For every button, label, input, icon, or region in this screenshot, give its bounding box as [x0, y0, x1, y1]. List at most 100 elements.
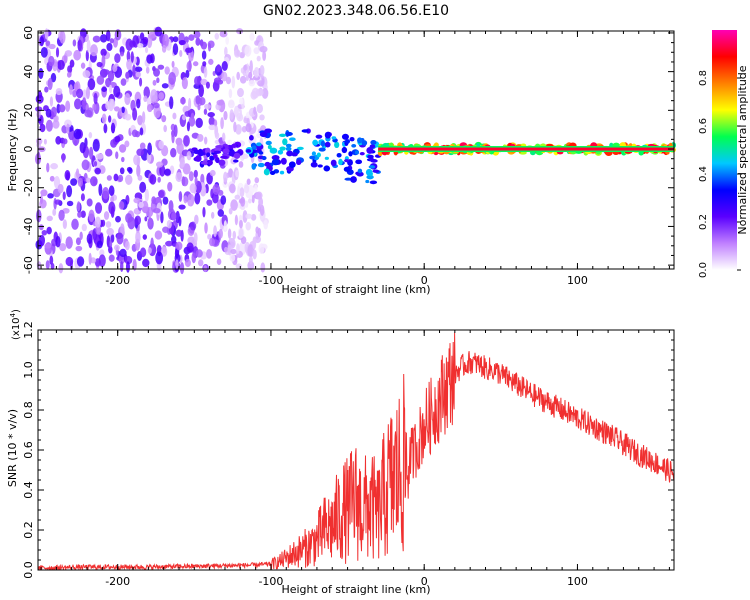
spectrogram-cell: [75, 168, 80, 179]
spectrogram-cell: [176, 142, 184, 155]
spectrogram-cell: [189, 221, 197, 231]
spectrogram-cell: [58, 104, 66, 113]
spectrogram-cell: [344, 159, 350, 163]
colorbar-ticks: 0.0 0.2 0.4 0.6 0.8: [698, 70, 741, 278]
y-tick-label: 0.2: [22, 521, 35, 539]
spectrogram-cell: [185, 47, 193, 53]
spectrogram-cell: [245, 123, 252, 133]
spectrogram-cell: [197, 104, 201, 111]
spectrogram-cell: [267, 144, 272, 150]
spectrogram-cell: [161, 44, 167, 53]
spectrogram-cell: [354, 150, 359, 155]
spectrogram-cell: [39, 123, 46, 133]
spectrogram-cell: [348, 151, 353, 157]
spectrogram-cell: [88, 252, 92, 265]
spectrogram-cell: [137, 115, 143, 126]
spectrogram-cell: [69, 84, 73, 95]
spectrogram-cell: [285, 131, 293, 136]
spectrogram-cell: [183, 195, 188, 204]
spectrogram-cell: [200, 173, 205, 185]
spectrogram-cell: [191, 252, 196, 264]
spectrogram-cell: [213, 150, 222, 154]
spectrogram-cell: [72, 39, 77, 47]
spectrogram-cell: [66, 123, 70, 135]
spectrogram-cell: [64, 50, 73, 57]
spectrogram-cell: [194, 192, 201, 205]
spectrogram-cell: [259, 114, 265, 121]
spectrogram-cell: [160, 211, 164, 224]
spectrogram-x-label: Height of straight line (km): [281, 283, 430, 296]
spectrogram-cell: [336, 152, 342, 158]
spectrogram-cell: [372, 169, 380, 173]
spectrogram-cell: [45, 260, 50, 270]
spectrogram-cell: [251, 163, 256, 170]
spectrogram-cell: [72, 89, 78, 98]
spectrogram-cell: [239, 219, 243, 229]
colorbar-tick-label: 0.0: [698, 262, 709, 278]
y-tick-label: 40: [22, 65, 35, 79]
spectrogram-cell: [142, 258, 150, 268]
spectrogram-cell: [39, 36, 45, 47]
spectrogram-cell: [171, 130, 175, 144]
spectrogram-cell: [146, 54, 153, 64]
spectrogram-cell: [232, 159, 239, 163]
spectrogram-cell: [115, 151, 119, 159]
spectrogram-cell: [38, 234, 46, 247]
spectrogram-cell: [229, 253, 236, 262]
spectrogram-cell: [125, 38, 133, 51]
chart-title: GN02.2023.348.06.56.E10: [263, 3, 449, 19]
spectrogram-cell: [179, 157, 186, 168]
spectrogram-cell: [236, 112, 244, 122]
spectrogram-cell: [369, 180, 378, 185]
spectrogram-cell: [361, 140, 368, 146]
spectrogram-cell: [134, 215, 142, 226]
y-tick-label: 0.6: [22, 441, 35, 459]
spectrogram-cell: [225, 36, 230, 45]
spectrogram-cell: [370, 159, 378, 163]
spectrogram-cell: [106, 227, 114, 236]
spectrogram-cell: [225, 76, 232, 85]
spectrogram-cell: [102, 187, 110, 200]
spectrogram-cell: [164, 66, 170, 75]
spectrogram-cell: [81, 223, 87, 232]
spectrogram-cell: [167, 181, 173, 192]
spectrogram-cell: [125, 174, 133, 185]
svg-text:(x104): (x104): [9, 309, 22, 340]
spectrogram-cell: [251, 145, 257, 150]
spectrogram-cell: [301, 129, 309, 133]
spectrogram-cell: [44, 243, 52, 249]
spectrogram-cell: [165, 240, 173, 247]
spectrogram-cell: [285, 146, 292, 152]
spectrogram-cell: [289, 137, 296, 142]
spectrogram-cell: [316, 152, 321, 158]
snr-multiplier-base: (x10: [11, 317, 22, 340]
spectrogram-cell: [189, 183, 197, 194]
spectrogram-cell: [207, 234, 212, 240]
spectrogram-cell: [212, 70, 216, 77]
spectrogram-cell: [154, 26, 163, 37]
spectrogram-cell: [239, 75, 247, 84]
spectrogram-cell: [117, 174, 124, 183]
spectrogram-cell: [255, 88, 264, 97]
spectrogram-cell: [235, 124, 242, 135]
spectrogram-cell: [64, 170, 71, 181]
snr-multiplier-exponent: 4: [9, 312, 17, 317]
y-tick-label: 0: [22, 146, 35, 153]
spectrogram-cell: [108, 84, 113, 94]
spectrogram-cell: [157, 64, 165, 70]
spectrogram-cell: [173, 124, 178, 138]
spectrogram-cell: [172, 43, 179, 56]
spectrogram-cell: [155, 251, 164, 265]
spectrogram-cell: [341, 133, 349, 140]
spectrogram-cell: [233, 121, 237, 133]
spectrogram-cell: [278, 133, 287, 138]
spectrogram-cell: [128, 167, 133, 174]
spectrogram-cell: [216, 258, 222, 266]
spectrogram-cell: [124, 140, 130, 148]
spectrogram-cell: [243, 64, 248, 71]
spectrogram-cell: [230, 199, 238, 211]
spectrogram-cell: [132, 107, 138, 121]
spectrogram-cell: [82, 70, 91, 78]
carrier-line: [378, 147, 674, 151]
spectrogram-cell: [357, 137, 363, 144]
